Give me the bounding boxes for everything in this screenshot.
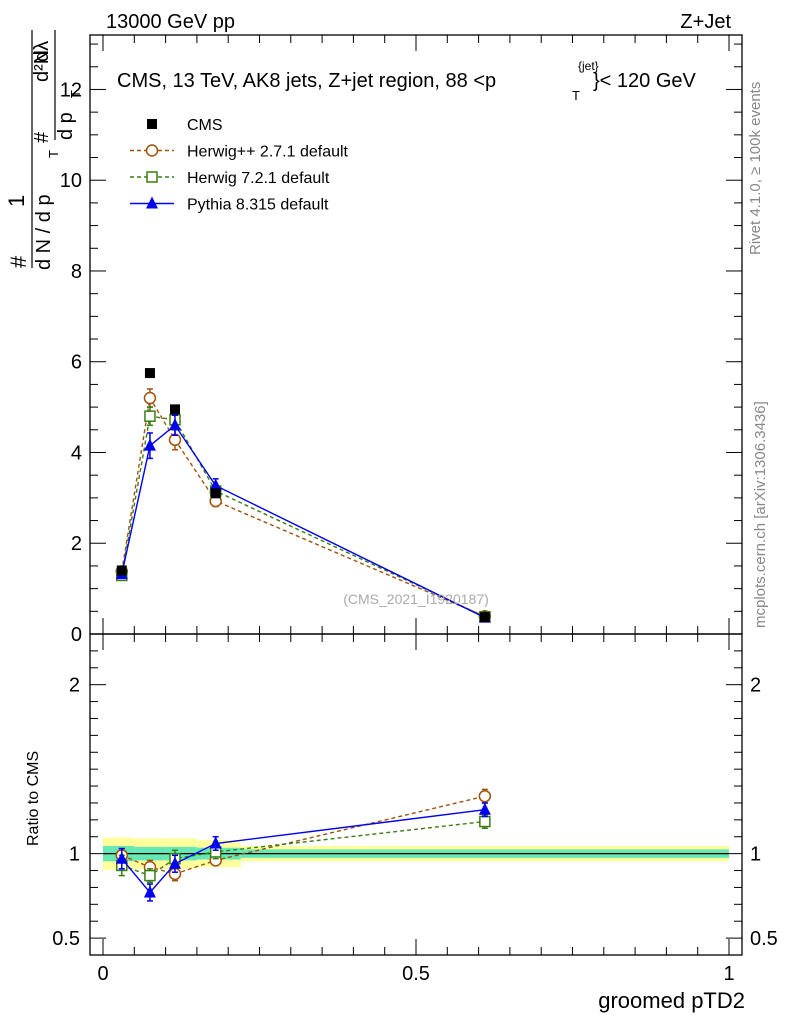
y-tick-label: 0 <box>71 624 82 646</box>
ylabel-dlambda: dλ <box>31 41 53 62</box>
point-cms <box>479 612 490 623</box>
plot-title: CMS, 13 TeV, AK8 jets, Z+jet region, 88 … <box>117 59 697 103</box>
ratio-line-herwig-7-2-1-default <box>121 820 485 877</box>
legend-label-pythia-8-315-default: Pythia 8.315 default <box>187 197 329 214</box>
legend-marker-herwig-7-2-1-default <box>146 171 158 183</box>
legend: CMS Herwig++ 2.7.1 default Herwig 7.2.1 de… <box>130 117 349 214</box>
y-tick-label: 2 <box>71 533 82 555</box>
series-line-pythia-8-315-default <box>121 424 486 619</box>
point-cms <box>169 404 180 415</box>
ratio-y-tick-label: 1 <box>69 844 80 866</box>
title-subscript: T <box>572 88 580 103</box>
x-tick-label: 1 <box>723 963 734 985</box>
series-line-herwig-2-7-1-default <box>121 396 486 617</box>
main-y-axis-label: # 1 d N / d p T # d p T d²N dλ <box>4 30 83 270</box>
svg-text:CMS, 13 TeV, AK8 jets, Z+jet r: CMS, 13 TeV, AK8 jets, Z+jet region, 88 … <box>117 70 496 92</box>
ratio-y-tick-label-right: 1 <box>750 844 761 866</box>
ratio-y-axis-label: Ratio to CMS <box>25 751 42 846</box>
ratio-point-pythia-8-315-default <box>478 802 491 815</box>
ratio-point-pythia-8-315-default <box>168 856 181 869</box>
mcplots-label: mcplots.cern.ch [arXiv:1306.3436] <box>752 401 769 628</box>
ratio-y-tick-label: 2 <box>69 675 80 697</box>
x-tick-label: 0 <box>97 963 108 985</box>
energy-label: 13000 GeV pp <box>106 11 235 33</box>
ratio-point-pythia-8-315-default <box>143 885 156 898</box>
ratio-frame <box>89 633 743 956</box>
y-tick-label: 4 <box>71 442 82 464</box>
title-main: CMS, 13 TeV, AK8 jets, Z+jet region, 88 … <box>117 70 496 92</box>
legend-marker-herwig-2-7-1-default <box>145 144 159 157</box>
ratio-point-pythia-8-315-default <box>209 836 222 849</box>
legend-label-cms: CMS <box>187 117 223 134</box>
ratio-point-herwig-2-7-1-default <box>478 789 492 803</box>
ylabel-T: T <box>46 150 61 158</box>
legend-marker-cms <box>147 119 157 129</box>
y-tick-label: 12 <box>60 79 82 101</box>
title-tail: }< 120 GeV <box>593 70 697 92</box>
ratio-y-tick-label-right: 0.5 <box>750 928 778 950</box>
legend-label-herwig-2-7-1-default: Herwig++ 2.7.1 default <box>187 144 349 161</box>
process-label: Z+Jet <box>680 11 731 33</box>
ratio-point-herwig-7-2-1-default <box>144 869 156 882</box>
ratio-y-tick-label-right: 2 <box>750 675 761 697</box>
ylabel-dpT: d p <box>55 112 77 140</box>
ylabel-hash-1: # <box>6 255 31 268</box>
analysis-watermark: (CMS_2021_I1920187) <box>343 591 489 607</box>
ylabel-dN: d N / d p <box>33 194 55 270</box>
ratio-point-herwig-7-2-1-default <box>479 815 491 828</box>
point-cms <box>116 565 127 576</box>
legend-label-herwig-7-2-1-default: Herwig 7.2.1 default <box>187 170 330 187</box>
main-panel: 0 2 4 6 8 10 12 <box>60 34 743 646</box>
ylabel-one: 1 <box>4 195 29 207</box>
point-pythia-8-315-default <box>143 438 156 451</box>
point-herwig-7-2-1-default <box>144 410 156 422</box>
ylabel-d2N: d²N <box>31 50 53 82</box>
ratio-y-tick-label: 0.5 <box>52 928 80 950</box>
rivet-label: Rivet 4.1.0, ≥ 100k events <box>747 82 764 255</box>
ratio-panel: 0 0.5 1 0.5 0.5 1 1 2 2 <box>52 633 778 985</box>
series-line-herwig-7-2-1-default <box>121 415 486 618</box>
ylabel-hash-2: # <box>31 131 53 143</box>
legend-marker-pythia-8-315-default <box>146 196 158 209</box>
point-cms <box>210 488 221 499</box>
y-tick-label: 8 <box>71 261 82 283</box>
title-superscript: {jet} <box>578 59 599 73</box>
y-tick-label: 6 <box>71 352 82 374</box>
point-pythia-8-315-default <box>168 418 181 431</box>
ratio-point-pythia-8-315-default <box>115 851 128 864</box>
point-pythia-8-315-default <box>209 478 222 491</box>
point-herwig-2-7-1-default <box>143 391 157 405</box>
y-tick-label: 10 <box>60 170 82 192</box>
point-cms <box>144 368 155 379</box>
x-tick-label: 0.5 <box>402 963 430 985</box>
x-axis-label: groomed pTD2 <box>598 988 745 1013</box>
ylabel-T2: T <box>68 90 83 98</box>
